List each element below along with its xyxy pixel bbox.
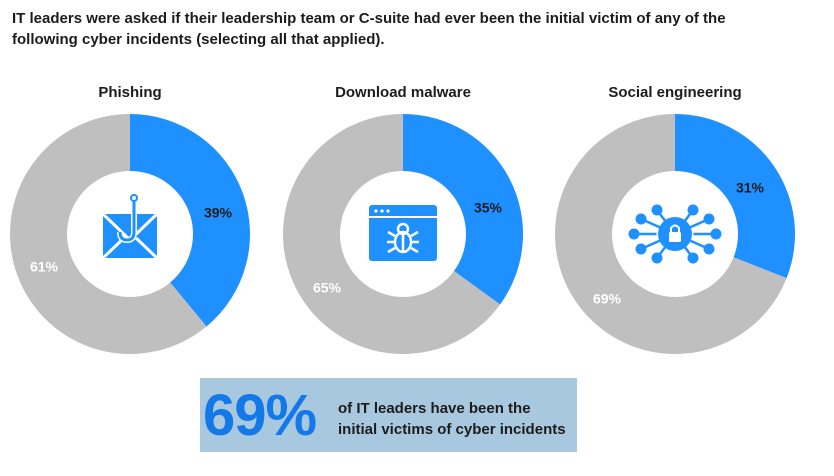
malware-window-icon xyxy=(369,205,437,261)
callout-line-1: of IT leaders have been the xyxy=(338,400,531,417)
slice-0-0 xyxy=(130,114,251,327)
callout-line-2: initial victims of cyber incidents xyxy=(338,421,566,438)
slice-label-2-1: 69% xyxy=(593,291,622,307)
callout-text: of IT leaders have been the initial vict… xyxy=(338,398,578,440)
summary-callout: 69% of IT leaders have been the initial … xyxy=(200,378,577,452)
page-heading: IT leaders were asked if their leadershi… xyxy=(12,8,812,50)
network-lock-icon xyxy=(628,204,722,264)
chart-title-download-malware: Download malware xyxy=(335,84,471,101)
slice-label-0-1: 61% xyxy=(30,259,59,275)
heading-line-2: following cyber incidents (selecting all… xyxy=(12,31,385,48)
phishing-envelope-icon xyxy=(101,194,159,260)
slice-label-1-0: 35% xyxy=(474,200,503,216)
callout-number: 69% xyxy=(203,383,317,448)
slice-1-1 xyxy=(283,114,501,354)
heading-line-1: IT leaders were asked if their leadershi… xyxy=(12,10,726,27)
chart-title-phishing: Phishing xyxy=(98,84,162,101)
slice-label-1-1: 65% xyxy=(313,280,342,296)
chart-title-social-engineering: Social engineering xyxy=(608,84,742,101)
slice-label-0-0: 39% xyxy=(204,205,233,221)
slice-0-1 xyxy=(9,114,207,354)
slice-2-1 xyxy=(555,114,787,354)
slice-1-0 xyxy=(403,114,524,305)
slice-2-0 xyxy=(675,114,795,279)
slice-label-2-0: 31% xyxy=(736,180,765,196)
